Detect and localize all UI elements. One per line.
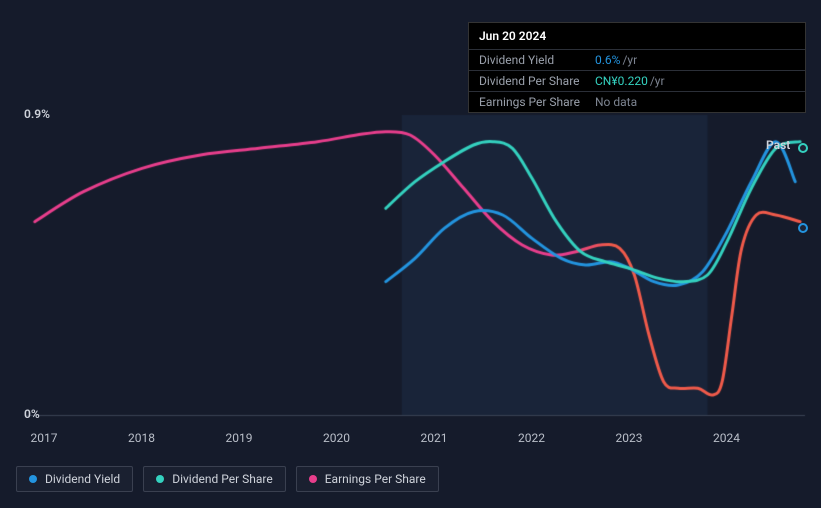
x-tick: 2023	[616, 431, 643, 445]
x-tick: 2019	[226, 431, 253, 445]
legend-item-yield[interactable]: Dividend Yield	[16, 466, 133, 492]
x-tick: 2021	[421, 431, 448, 445]
x-tick: 2022	[518, 431, 545, 445]
legend-swatch	[309, 475, 317, 483]
tooltip-row-yield: Dividend Yield 0.6%/yr	[469, 50, 805, 71]
tooltip-value: CN¥0.220/yr	[595, 74, 665, 88]
chart-legend: Dividend Yield Dividend Per Share Earnin…	[16, 466, 439, 492]
x-tick: 2020	[323, 431, 350, 445]
tooltip-value: No data	[595, 95, 639, 109]
legend-label: Earnings Per Share	[325, 472, 426, 486]
legend-swatch	[29, 475, 37, 483]
tooltip-label: Dividend Per Share	[479, 74, 595, 88]
legend-label: Dividend Yield	[45, 472, 120, 486]
tooltip-row-dps: Dividend Per Share CN¥0.220/yr	[469, 71, 805, 92]
tooltip-label: Earnings Per Share	[479, 95, 595, 109]
legend-item-eps[interactable]: Earnings Per Share	[296, 466, 439, 492]
past-label: Past	[766, 138, 790, 152]
x-tick: 2017	[31, 431, 58, 445]
x-tick: 2018	[128, 431, 155, 445]
y-tick-max: 0.9%	[24, 107, 50, 121]
chart-tooltip: Jun 20 2024 Dividend Yield 0.6%/yr Divid…	[468, 22, 806, 113]
legend-swatch	[156, 475, 164, 483]
y-tick-min: 0%	[24, 407, 40, 421]
tooltip-value: 0.6%/yr	[595, 53, 637, 67]
tooltip-date: Jun 20 2024	[469, 23, 805, 50]
end-marker	[798, 223, 808, 233]
tooltip-label: Dividend Yield	[479, 53, 595, 67]
end-marker	[798, 143, 808, 153]
legend-label: Dividend Per Share	[172, 472, 273, 486]
tooltip-row-eps: Earnings Per Share No data	[469, 92, 805, 112]
x-tick: 2024	[713, 431, 740, 445]
legend-item-dps[interactable]: Dividend Per Share	[143, 466, 286, 492]
